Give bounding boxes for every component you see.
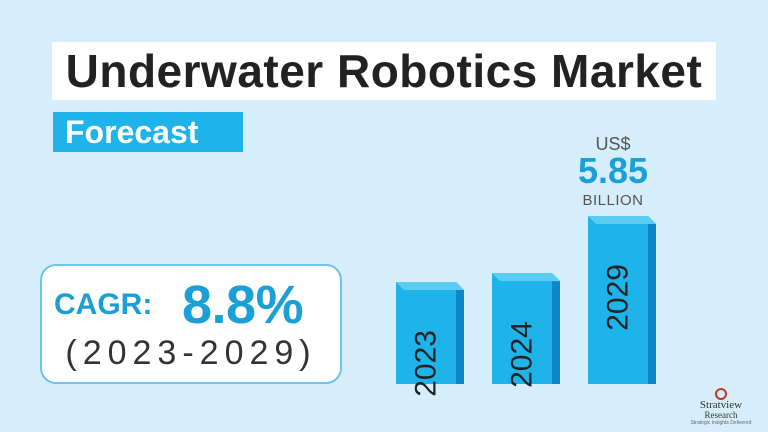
- bar-side-2023: [456, 282, 464, 384]
- bar-top-2023: [396, 282, 464, 291]
- bar-side-2029: [648, 216, 656, 384]
- cagr-label: CAGR:: [54, 288, 153, 321]
- bar-2023: 2023: [396, 282, 464, 397]
- bar-label-2023: 2023: [410, 330, 443, 397]
- bar-2024: 2024: [492, 273, 560, 388]
- title-banner: Underwater Robotics Market: [52, 42, 716, 100]
- bar-side-2024: [552, 273, 560, 384]
- logo-name-top: Stratview: [699, 399, 743, 411]
- bar-top-2029: [588, 216, 656, 224]
- stratview-logo: Stratview Research Strategic Insights De…: [686, 388, 756, 428]
- logo-name-bottom: Research: [704, 410, 738, 420]
- bar-front-2024: [492, 273, 552, 384]
- bar-label-2029: 2029: [602, 264, 635, 331]
- bar-front-2023: [396, 282, 456, 384]
- annotation-unit: BILLION: [582, 192, 644, 209]
- cagr-card: CAGR: 8.8% (2023-2029): [40, 264, 342, 384]
- logo-mark-icon: [715, 388, 727, 400]
- bar-top-2024: [492, 273, 560, 282]
- annotation-currency: US$: [595, 134, 631, 154]
- page-subtitle: Forecast: [65, 113, 199, 150]
- logo-tagline: Strategic Insights Delivered: [690, 420, 752, 426]
- annotation-value: 5.85: [577, 150, 649, 191]
- cagr-value: 8.8%: [182, 275, 304, 335]
- page-title: Underwater Robotics Market: [65, 45, 703, 97]
- subtitle-banner: Forecast: [53, 112, 243, 152]
- bar-front-2029: [588, 216, 648, 384]
- cagr-period: (2023-2029): [65, 334, 317, 372]
- bar-2029: 2029: [588, 216, 656, 384]
- bar-label-2024: 2024: [506, 321, 539, 388]
